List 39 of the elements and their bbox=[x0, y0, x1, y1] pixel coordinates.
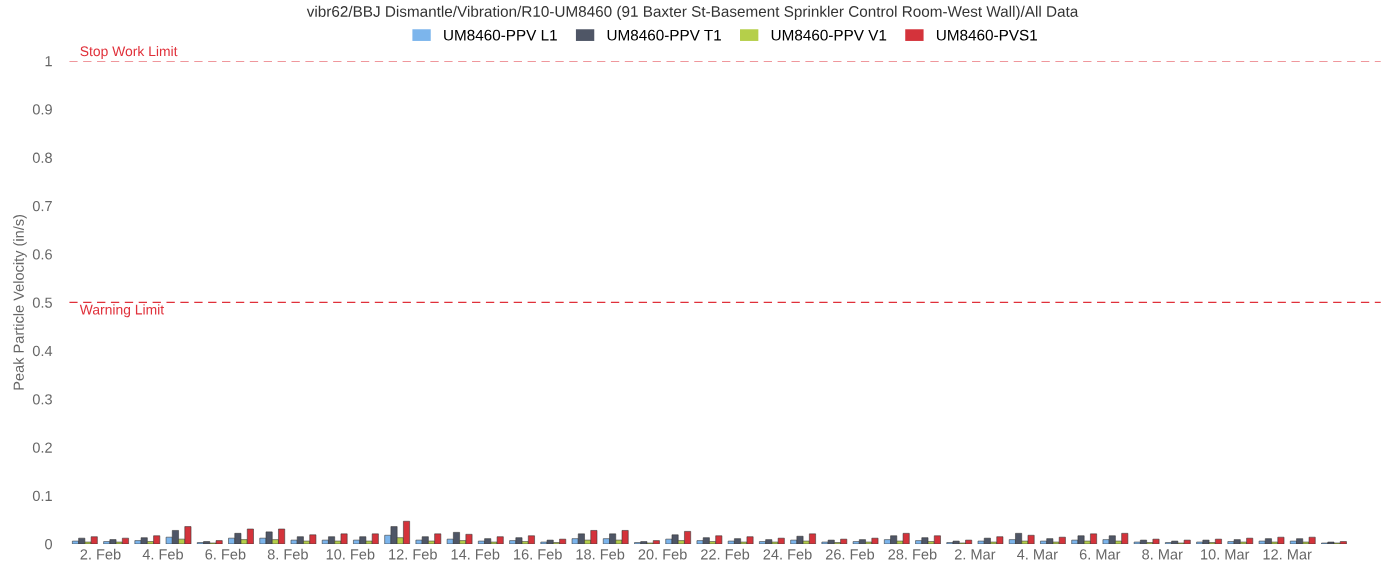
x-tick-label: 10. Mar bbox=[1201, 549, 1250, 560]
x-tick-label: 18. Feb bbox=[576, 548, 625, 560]
y-tick-label: 0.7 bbox=[32, 200, 52, 212]
x-tick-label: 24. Feb bbox=[763, 548, 812, 560]
x-tick-label: 4. Mar bbox=[1017, 549, 1058, 560]
x-tick-label: 8. Mar bbox=[1142, 549, 1183, 560]
chart-title: vibr62/BBJ Dismantle/Vibration/R10-UM8460 (91 Baxter St-Basement Sprinkler Control Room-West Wall)/All Data bbox=[306, 5, 1079, 20]
y-tick-label: 0.9 bbox=[32, 104, 52, 115]
y-tick-label: 0.2 bbox=[32, 442, 52, 453]
x-tick-label: 22. Feb bbox=[701, 548, 750, 560]
x-tick-label: 4. Feb bbox=[142, 548, 183, 560]
y-tick-label: 0.8 bbox=[32, 152, 52, 163]
x-tick-label: 20. Feb bbox=[638, 548, 687, 560]
x-tick-label: 2. Feb bbox=[80, 548, 121, 560]
y-tick-label: 0.6 bbox=[32, 249, 52, 260]
legend-label: UM8460-PPV L1 bbox=[444, 29, 557, 41]
y-tick-label: 0.5 bbox=[32, 297, 52, 308]
legend-label: UM8460-PVS1 bbox=[936, 29, 1037, 41]
x-tick-label: 14. Feb bbox=[451, 548, 500, 560]
y-tick-label: 0.3 bbox=[32, 394, 52, 405]
y-axis-title: Peak Particle Velocity (in/s) bbox=[13, 214, 27, 390]
y-tick-label: 0 bbox=[45, 539, 53, 550]
x-tick-label: 6. Feb bbox=[205, 548, 246, 560]
x-tick-label: 6. Mar bbox=[1079, 549, 1121, 560]
x-tick-label: 2. Mar bbox=[954, 549, 996, 560]
x-tick-label: 28. Feb bbox=[888, 548, 937, 560]
x-tick-label: 10. Feb bbox=[326, 548, 375, 560]
legend-label: UM8460-PPV V1 bbox=[771, 29, 887, 41]
legend-label: UM8460-PPV T1 bbox=[607, 29, 721, 41]
x-tick-label: 8. Feb bbox=[267, 548, 308, 560]
x-tick-label: 16. Feb bbox=[514, 548, 562, 560]
y-tick-label: 0.4 bbox=[32, 345, 53, 357]
x-tick-label: 26. Feb bbox=[825, 548, 875, 560]
x-tick-label: 12. Feb bbox=[389, 548, 437, 560]
ref-line-label: Warning Limit bbox=[79, 304, 165, 318]
y-tick-label: 1 bbox=[45, 56, 52, 67]
ref-line-label: Stop Work Limit bbox=[80, 46, 178, 59]
x-tick-label: 12. Mar bbox=[1263, 549, 1312, 560]
y-tick-label: 0.1 bbox=[32, 490, 52, 502]
